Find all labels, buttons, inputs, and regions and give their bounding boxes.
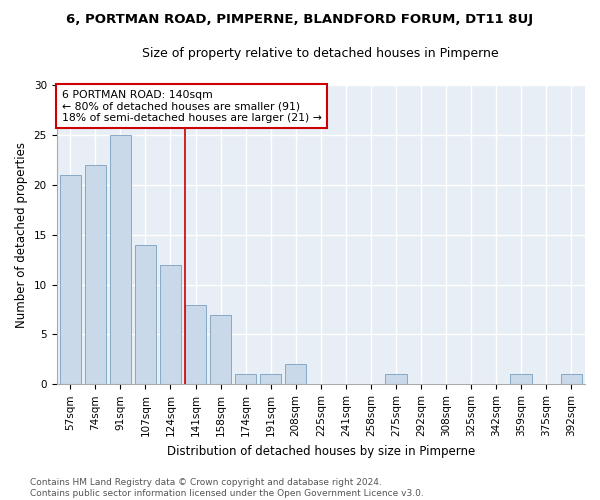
Bar — [59, 175, 81, 384]
Text: 6, PORTMAN ROAD, PIMPERNE, BLANDFORD FORUM, DT11 8UJ: 6, PORTMAN ROAD, PIMPERNE, BLANDFORD FOR… — [67, 12, 533, 26]
Bar — [185, 304, 206, 384]
Text: 6 PORTMAN ROAD: 140sqm
← 80% of detached houses are smaller (91)
18% of semi-det: 6 PORTMAN ROAD: 140sqm ← 80% of detached… — [62, 90, 322, 123]
Title: Size of property relative to detached houses in Pimperne: Size of property relative to detached ho… — [142, 48, 499, 60]
Bar — [511, 374, 532, 384]
Bar — [560, 374, 582, 384]
Bar — [85, 165, 106, 384]
Bar — [235, 374, 256, 384]
X-axis label: Distribution of detached houses by size in Pimperne: Distribution of detached houses by size … — [167, 444, 475, 458]
Bar — [135, 245, 156, 384]
Bar — [385, 374, 407, 384]
Bar — [285, 364, 307, 384]
Bar — [110, 135, 131, 384]
Y-axis label: Number of detached properties: Number of detached properties — [15, 142, 28, 328]
Bar — [160, 264, 181, 384]
Text: Contains HM Land Registry data © Crown copyright and database right 2024.
Contai: Contains HM Land Registry data © Crown c… — [30, 478, 424, 498]
Bar — [210, 314, 231, 384]
Bar — [260, 374, 281, 384]
